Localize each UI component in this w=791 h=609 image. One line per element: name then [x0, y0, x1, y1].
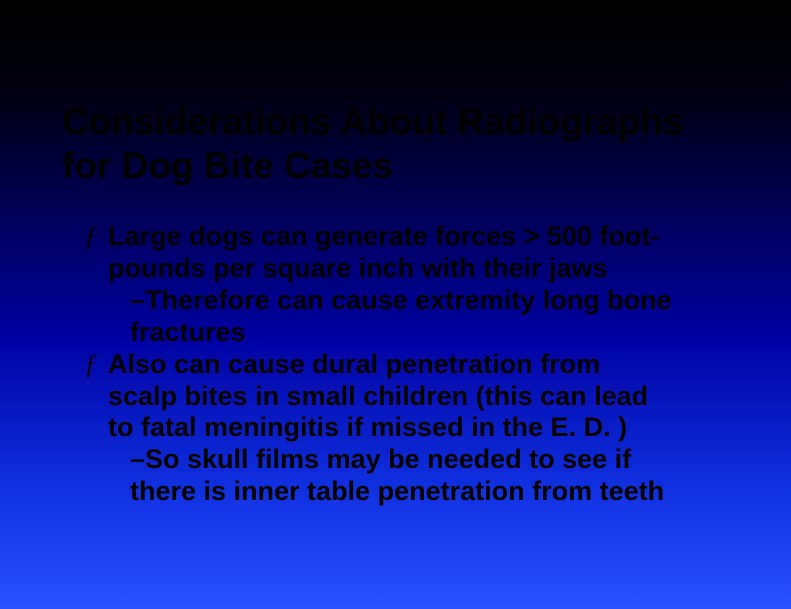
bullet-icon: ƒ [84, 221, 98, 253]
bullet-2: ƒ Also can cause dural penetration from [108, 349, 729, 381]
bullet-2-sub-line-1: –So skull films may be needed to see if [108, 444, 729, 476]
bullet-1-sub-line-2: fractures [108, 317, 729, 349]
bullet-1: ƒ Large dogs can generate forces > 500 f… [108, 221, 729, 253]
bullet-2-line-1: Also can cause dural penetration from [108, 349, 600, 379]
bullet-2-line-3: to fatal meningitis if missed in the E. … [108, 412, 729, 444]
slide-body: ƒ Large dogs can generate forces > 500 f… [62, 221, 729, 508]
slide-title: Considerations About Radiographs for Dog… [62, 100, 729, 187]
bullet-1-line-2: pounds per square inch with their jaws [108, 253, 729, 285]
title-line-1: Considerations About Radiographs [62, 100, 729, 144]
bullet-icon: ƒ [84, 349, 98, 381]
bullet-1-sub-line-1: –Therefore can cause extremity long bone [108, 285, 729, 317]
bullet-1-line-1: Large dogs can generate forces > 500 foo… [108, 221, 659, 251]
bullet-2-line-2: scalp bites in small children (this can … [108, 381, 729, 413]
title-line-2: for Dog Bite Cases [62, 144, 729, 188]
bullet-2-sub-line-2: there is inner table penetration from te… [108, 476, 729, 508]
slide: Considerations About Radiographs for Dog… [0, 0, 791, 609]
